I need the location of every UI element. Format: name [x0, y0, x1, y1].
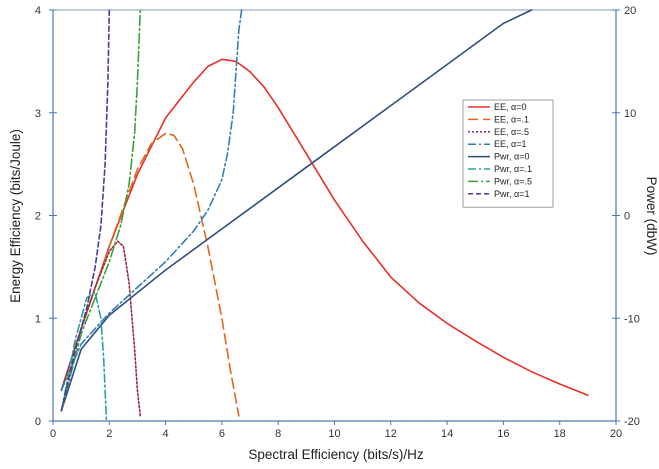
left-axis-title: Energy Efficiency (bits/Joule) — [8, 129, 23, 303]
legend-label: EE, α=.1 — [494, 114, 529, 124]
right-tick-label: -20 — [624, 416, 640, 428]
left-tick-label: 0 — [35, 416, 41, 428]
x-tick-label: 4 — [163, 428, 169, 440]
x-tick-label: 2 — [106, 428, 112, 440]
series-line-8 — [60, 9, 111, 412]
legend: EE, α=0 EE, α=.1 EE, α=.5 EE, α=1 Pwr, α=0 Pw… — [462, 99, 554, 208]
legend-label: Pwr, α=.5 — [494, 176, 532, 186]
x-tick-label: 18 — [554, 428, 566, 440]
series-line-1 — [60, 58, 589, 397]
legend-label: EE, α=0 — [494, 102, 526, 112]
left-tick-label: 3 — [35, 108, 41, 120]
left-tick-label: 2 — [35, 211, 41, 223]
x-tick-label: 12 — [385, 428, 397, 440]
x-tick-label: 0 — [50, 428, 56, 440]
left-tick-label: 4 — [35, 5, 41, 17]
x-tick-label: 16 — [497, 428, 509, 440]
x-tick-label: 10 — [328, 428, 340, 440]
x-tick-label: 6 — [219, 428, 225, 440]
legend-box — [462, 99, 554, 208]
right-tick-label: 20 — [624, 5, 636, 17]
series-line-3 — [60, 240, 142, 417]
left-axis-ticks: 0 1 2 3 4 — [35, 5, 57, 428]
legend-label: EE, α=1 — [494, 139, 526, 149]
x-tick-label: 20 — [610, 428, 622, 440]
right-tick-label: 0 — [624, 211, 630, 223]
right-tick-label: -10 — [624, 313, 640, 325]
series-line-6 — [60, 291, 108, 422]
series-line-5 — [60, 9, 533, 412]
right-tick-label: 10 — [624, 108, 636, 120]
x-axis-title: Spectral Efficiency (bits/s)/Hz — [248, 447, 424, 462]
x-axis-ticks: 0 2 4 6 8 10 12 14 16 18 20 — [50, 421, 622, 440]
legend-label: EE, α=.5 — [494, 127, 529, 137]
x-tick-label: 8 — [275, 428, 281, 440]
series-line-7 — [60, 9, 142, 412]
series-lines — [60, 9, 589, 422]
right-axis-ticks: -20 -10 0 10 20 — [612, 5, 640, 428]
legend-label: Pwr, α=1 — [494, 189, 529, 199]
series-line-4 — [60, 9, 243, 392]
x-tick-label: 14 — [441, 428, 453, 440]
left-tick-label: 1 — [35, 313, 41, 325]
legend-label: Pwr, α=0 — [494, 152, 529, 162]
right-axis-title: Power (dbW) — [644, 177, 659, 256]
legend-label: Pwr, α=.1 — [494, 164, 532, 174]
series-line-2 — [60, 132, 240, 417]
